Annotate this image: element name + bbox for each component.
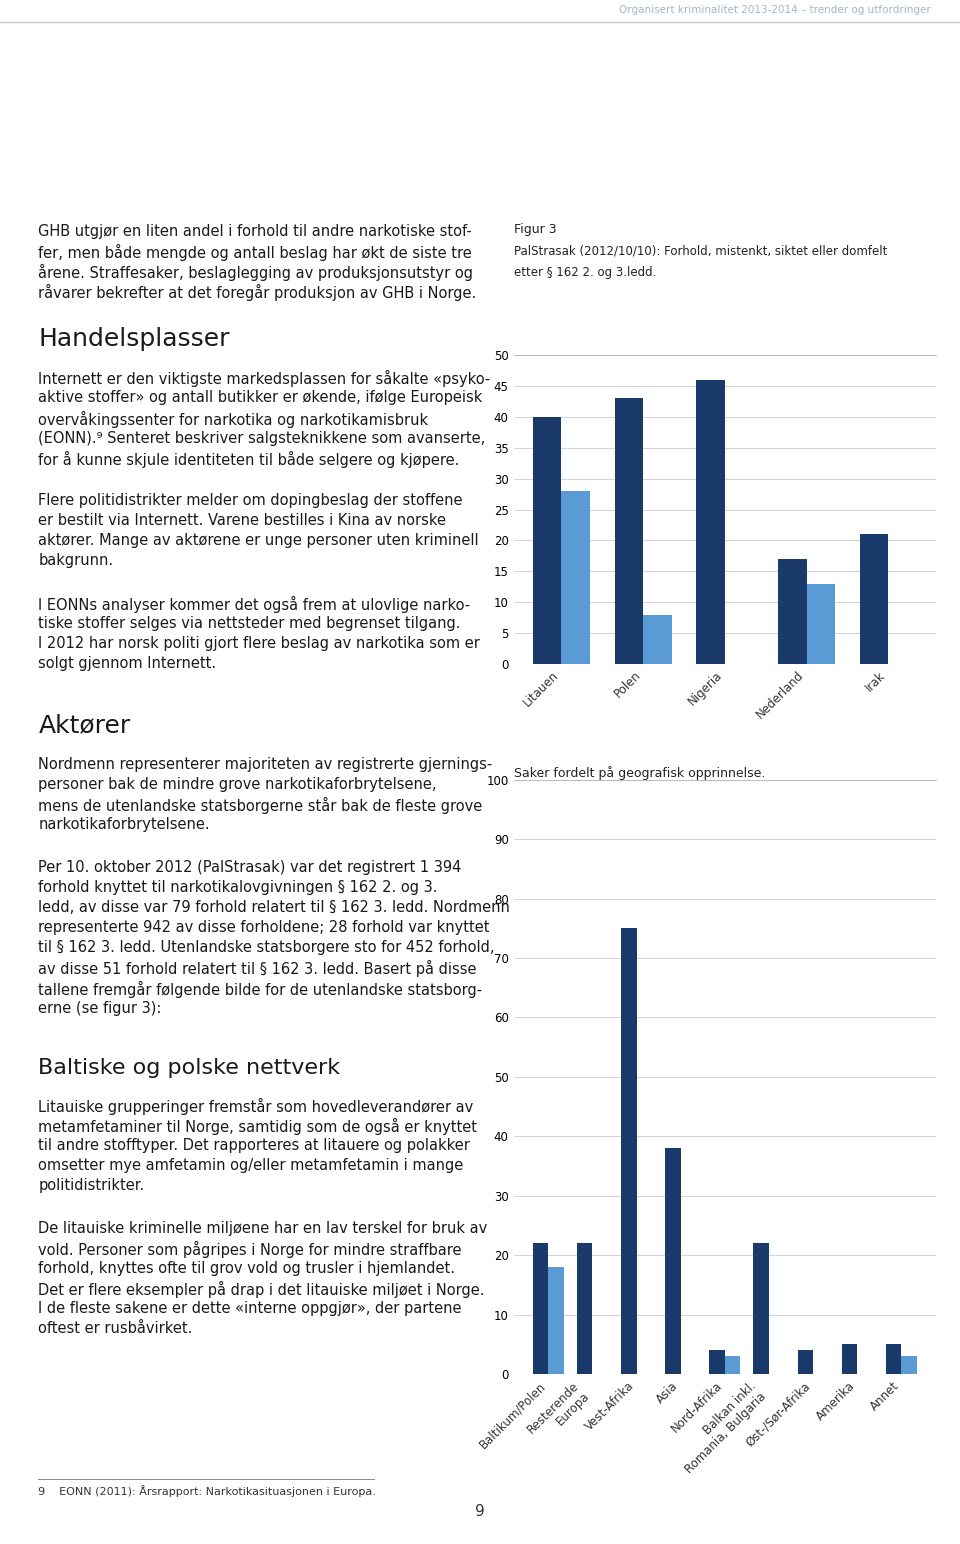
Bar [533, 417, 562, 664]
Bar [754, 1243, 769, 1374]
Text: til andre stofftyper. Det rapporteres at litauere og polakker: til andre stofftyper. Det rapporteres at… [38, 1138, 470, 1153]
Text: omsetter mye amfetamin og/eller metamfetamin i mange: omsetter mye amfetamin og/eller metamfet… [38, 1158, 464, 1173]
Text: oftest er rusbåvirket.: oftest er rusbåvirket. [38, 1322, 193, 1336]
Text: Per 10. oktober 2012 (PalStrasak) var det registrert 1 394: Per 10. oktober 2012 (PalStrasak) var de… [38, 860, 462, 875]
Text: aktører. Mange av aktørene er unge personer uten kriminell: aktører. Mange av aktørene er unge perso… [38, 533, 479, 548]
Text: Internett er den viktigste markedsplassen for såkalte «psyko-: Internett er den viktigste markedsplasse… [38, 371, 491, 388]
Text: narkotikaforbrytelsene.: narkotikaforbrytelsene. [38, 817, 210, 832]
Text: ledd, av disse var 79 forhold relatert til § 162 3. ledd. Nordmenn: ledd, av disse var 79 forhold relatert t… [38, 900, 511, 916]
Text: tiske stoffer selges via nettsteder med begrenset tilgang.: tiske stoffer selges via nettsteder med … [38, 616, 461, 631]
Bar [621, 928, 636, 1374]
Text: Det er flere eksempler på drap i det litauiske miljøet i Norge.: Det er flere eksempler på drap i det lit… [38, 1282, 485, 1299]
Text: representerte 942 av disse forholdene; 28 forhold var knyttet: representerte 942 av disse forholdene; 2… [38, 920, 490, 936]
Text: for å kunne skjule identiteten til både selgere og kjøpere.: for å kunne skjule identiteten til både … [38, 451, 460, 468]
Text: fer, men både mengde og antall beslag har økt de siste tre: fer, men både mengde og antall beslag ha… [38, 244, 472, 261]
Text: etter § 162 2. og 3.ledd.: etter § 162 2. og 3.ledd. [514, 267, 656, 279]
Bar [842, 1345, 857, 1374]
Bar [533, 1243, 548, 1374]
Bar [548, 1268, 564, 1374]
Text: Litauiske grupperinger fremstår som hovedleverandører av: Litauiske grupperinger fremstår som hove… [38, 1098, 473, 1115]
Text: erne (se figur 3):: erne (se figur 3): [38, 1001, 162, 1016]
Bar [614, 398, 643, 664]
Bar [725, 1356, 740, 1374]
Bar [886, 1345, 901, 1374]
Bar [859, 534, 888, 664]
Bar [806, 584, 835, 664]
Text: vold. Personer som pågripes i Norge for mindre straffbare: vold. Personer som pågripes i Norge for … [38, 1241, 462, 1258]
Bar [577, 1243, 592, 1374]
Text: Saker fordelt på geografisk opprinnelse.: Saker fordelt på geografisk opprinnelse. [514, 766, 765, 780]
Text: mens de utenlandske statsborgerne står bak de fleste grove: mens de utenlandske statsborgerne står b… [38, 797, 483, 814]
Text: 9: 9 [475, 1504, 485, 1519]
Text: I EONNs analyser kommer det også frem at ulovlige narko-: I EONNs analyser kommer det også frem at… [38, 596, 470, 613]
Text: Handelsplasser: Handelsplasser [38, 327, 229, 350]
Bar [798, 1351, 813, 1374]
Text: PalStrasak (2012/10/10): Forhold, mistenkt, siktet eller domfelt: PalStrasak (2012/10/10): Forhold, misten… [514, 245, 887, 258]
Text: I de fleste sakene er dette «interne oppgjør», der partene: I de fleste sakene er dette «interne opp… [38, 1302, 462, 1315]
Bar [709, 1351, 725, 1374]
Text: De litauiske kriminelle miljøene har en lav terskel for bruk av: De litauiske kriminelle miljøene har en … [38, 1221, 488, 1235]
Text: til § 162 3. ledd. Utenlandske statsborgere sto for 452 forhold,: til § 162 3. ledd. Utenlandske statsborg… [38, 940, 495, 956]
Bar [901, 1356, 917, 1374]
Text: Flere politidistrikter melder om dopingbeslag der stoffene: Flere politidistrikter melder om dopingb… [38, 493, 463, 508]
Text: GHB utgjør en liten andel i forhold til andre narkotiske stof-: GHB utgjør en liten andel i forhold til … [38, 224, 472, 239]
Text: overvåkingssenter for narkotika og narkotikamisbruk: overvåkingssenter for narkotika og narko… [38, 411, 428, 428]
Text: Baltiske og polske nettverk: Baltiske og polske nettverk [38, 1058, 341, 1078]
Text: metamfetaminer til Norge, samtidig som de også er knyttet: metamfetaminer til Norge, samtidig som d… [38, 1118, 477, 1135]
Text: er bestilt via Internett. Varene bestilles i Kina av norske: er bestilt via Internett. Varene bestill… [38, 513, 446, 528]
Legend: 703 Narkotika (§ 162, 2. ledd), 708 Narkotika (§ 162, 3. ledd): 703 Narkotika (§ 162, 2. ledd), 708 Nark… [511, 787, 904, 806]
Bar [778, 559, 806, 664]
Bar [643, 615, 672, 664]
Bar [665, 1149, 681, 1374]
Bar [562, 491, 590, 664]
Text: av disse 51 forhold relatert til § 162 3. ledd. Basert på disse: av disse 51 forhold relatert til § 162 3… [38, 960, 477, 977]
Text: Aktører: Aktører [38, 713, 131, 738]
Text: Organisert kriminalitet 2013-2014 – trender og utfordringer: Organisert kriminalitet 2013-2014 – tren… [619, 6, 931, 15]
Text: (EONN).⁹ Senteret beskriver salgsteknikkene som avanserte,: (EONN).⁹ Senteret beskriver salgsteknikk… [38, 431, 486, 446]
Text: I 2012 har norsk politi gjort flere beslag av narkotika som er: I 2012 har norsk politi gjort flere besl… [38, 636, 480, 652]
Text: bakgrunn.: bakgrunn. [38, 553, 113, 568]
Text: Nordmenn representerer majoriteten av registrerte gjernings-: Nordmenn representerer majoriteten av re… [38, 757, 492, 772]
Text: personer bak de mindre grove narkotikaforbrytelsene,: personer bak de mindre grove narkotikafo… [38, 777, 437, 792]
Text: 9    EONN (2011): Årsrapport: Narkotikasituasjonen i Europa.: 9 EONN (2011): Årsrapport: Narkotikasitu… [38, 1485, 376, 1498]
Text: politidistrikter.: politidistrikter. [38, 1178, 145, 1194]
Text: solgt gjennom Internett.: solgt gjennom Internett. [38, 656, 217, 672]
Text: årene. Straffesaker, beslaglegging av produksjonsutstyr og: årene. Straffesaker, beslaglegging av pr… [38, 264, 473, 281]
Text: tallene fremgår følgende bilde for de utenlandske statsborg-: tallene fremgår følgende bilde for de ut… [38, 980, 483, 997]
Text: forhold, knyttes ofte til grov vold og trusler i hjemlandet.: forhold, knyttes ofte til grov vold og t… [38, 1261, 455, 1275]
Text: forhold knyttet til narkotikalovgivningen § 162 2. og 3.: forhold knyttet til narkotikalovgivninge… [38, 880, 438, 896]
Text: Figur 3: Figur 3 [514, 224, 556, 236]
Bar [696, 380, 725, 664]
Text: råvarer bekrefter at det foregår produksjon av GHB i Norge.: råvarer bekrefter at det foregår produks… [38, 284, 477, 301]
Text: aktive stoffer» og antall butikker er økende, ifølge Europeisk: aktive stoffer» og antall butikker er øk… [38, 391, 483, 406]
